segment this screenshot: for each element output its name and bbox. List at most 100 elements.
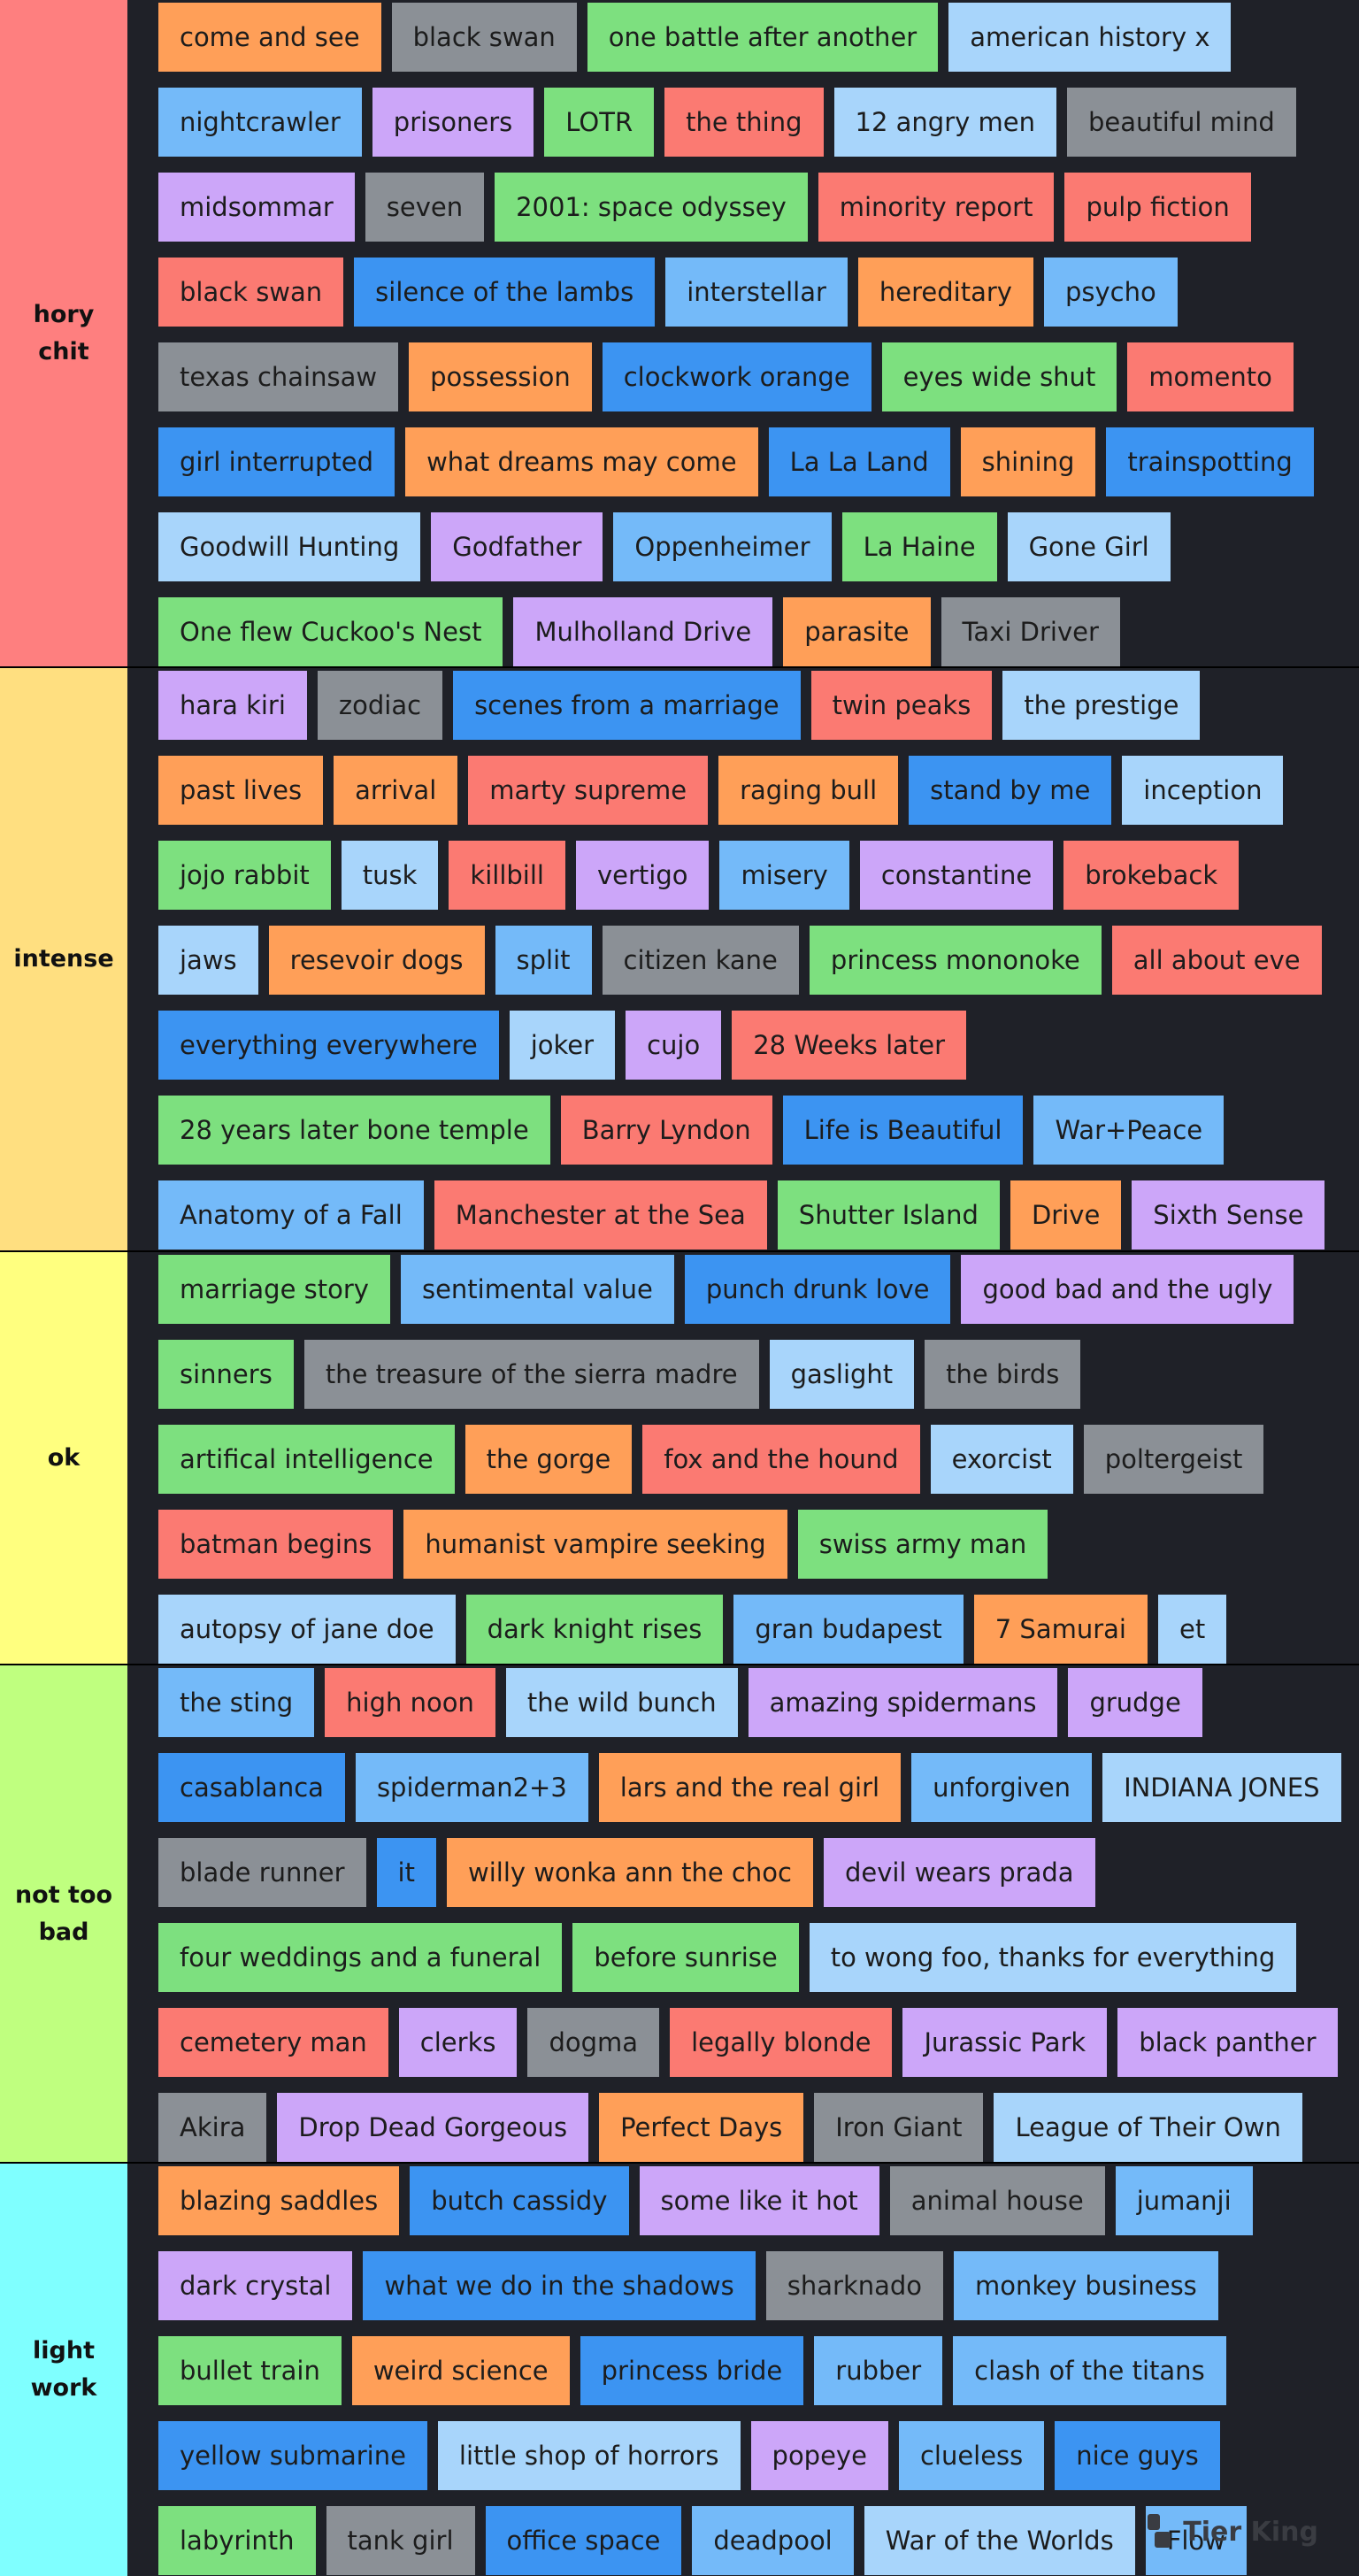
tier-item[interactable]: the treasure of the sierra madre: [303, 1340, 759, 1409]
tier-item[interactable]: shining: [960, 427, 1096, 496]
tier-item[interactable]: parasite: [783, 597, 931, 666]
tier-item[interactable]: Barry Lyndon: [560, 1096, 772, 1165]
tier-item[interactable]: hereditary: [857, 258, 1033, 327]
tier-item[interactable]: humanist vampire seeking: [403, 1510, 787, 1579]
tier-item[interactable]: swiss army man: [797, 1510, 1048, 1579]
tier-item[interactable]: Godfather: [431, 512, 603, 581]
tier-item[interactable]: good bad and the ugly: [961, 1255, 1294, 1324]
tier-item[interactable]: hara kiri: [158, 671, 307, 740]
tier-label[interactable]: hory chit: [0, 0, 127, 666]
tier-item[interactable]: scenes from a marriage: [453, 671, 801, 740]
tier-item[interactable]: clockwork orange: [602, 342, 871, 411]
tier-item[interactable]: what we do in the shadows: [363, 2251, 756, 2320]
tier-item[interactable]: american history x: [948, 3, 1232, 72]
tier-item[interactable]: sinners: [158, 1340, 294, 1409]
tier-item[interactable]: princess mononoke: [809, 926, 1102, 995]
tier-item[interactable]: marty supreme: [468, 756, 709, 825]
tier-item[interactable]: Iron Giant: [814, 2093, 984, 2162]
tier-item[interactable]: jumanji: [1115, 2166, 1253, 2235]
tier-item[interactable]: 12 angry men: [833, 88, 1056, 157]
tier-item[interactable]: fox and the hound: [642, 1425, 920, 1494]
tier-item[interactable]: twin peaks: [810, 671, 993, 740]
tier-item[interactable]: the wild bunch: [505, 1668, 738, 1737]
tier-item[interactable]: before sunrise: [572, 1923, 799, 1992]
tier-item[interactable]: come and see: [158, 3, 381, 72]
tier-item[interactable]: weird science: [351, 2336, 570, 2405]
tier-item[interactable]: zodiac: [317, 671, 443, 740]
tier-items-dropzone[interactable]: hara kiri zodiac scenes from a marriage twi…: [127, 668, 1359, 1250]
tier-item[interactable]: black panther: [1117, 2008, 1338, 2077]
tier-item[interactable]: Anatomy of a Fall: [158, 1180, 424, 1250]
tier-item[interactable]: Shutter Island: [777, 1180, 1000, 1250]
tier-item[interactable]: high noon: [325, 1668, 495, 1737]
tier-item[interactable]: animal house: [889, 2166, 1105, 2235]
tier-item[interactable]: Oppenheimer: [613, 512, 832, 581]
tier-item[interactable]: War+Peace: [1033, 1096, 1225, 1165]
tier-item[interactable]: clerks: [398, 2008, 518, 2077]
tier-item[interactable]: La Haine: [841, 512, 997, 581]
tier-item[interactable]: One flew Cuckoo's Nest: [158, 597, 503, 666]
tier-label[interactable]: ok: [0, 1252, 127, 1664]
tier-item[interactable]: trainspotting: [1106, 427, 1314, 496]
tier-label[interactable]: light work: [0, 2164, 127, 2576]
tier-item[interactable]: LOTR: [544, 88, 655, 157]
tier-item[interactable]: dark knight rises: [465, 1595, 724, 1664]
tier-item[interactable]: nice guys: [1055, 2421, 1220, 2490]
tier-item[interactable]: brokeback: [1063, 841, 1240, 910]
tier-item[interactable]: INDIANA JONES: [1102, 1753, 1341, 1822]
tier-item[interactable]: Taxi Driver: [941, 597, 1120, 666]
tier-item[interactable]: legally blonde: [670, 2008, 893, 2077]
tier-items-dropzone[interactable]: the sting high noon the wild bunch amazing …: [127, 1665, 1359, 2247]
tier-item[interactable]: psycho: [1043, 258, 1178, 327]
tier-item[interactable]: Sixth Sense: [1132, 1180, 1325, 1250]
tier-item[interactable]: Life is Beautiful: [782, 1096, 1024, 1165]
tier-item[interactable]: midsommar: [158, 173, 355, 242]
tier-item[interactable]: split: [495, 926, 592, 995]
tier-item[interactable]: tusk: [341, 841, 439, 910]
tier-item[interactable]: grudge: [1068, 1668, 1202, 1737]
tier-item[interactable]: dogma: [527, 2008, 660, 2077]
tier-item[interactable]: vertigo: [575, 841, 710, 910]
tier-item[interactable]: monkey business: [954, 2251, 1218, 2320]
tier-item[interactable]: artifical intelligence: [158, 1425, 455, 1494]
tier-item[interactable]: black swan: [158, 258, 344, 327]
tier-item[interactable]: autopsy of jane doe: [158, 1595, 456, 1664]
tier-item[interactable]: jojo rabbit: [158, 841, 331, 910]
tier-item[interactable]: arrival: [334, 756, 458, 825]
tier-item[interactable]: willy wonka ann the choc: [446, 1838, 813, 1907]
tier-item[interactable]: 28 years later bone temple: [158, 1096, 550, 1165]
tier-item[interactable]: League of Their Own: [994, 2093, 1302, 2162]
tier-label[interactable]: not too bad: [0, 1665, 127, 2162]
tier-item[interactable]: popeye: [750, 2421, 888, 2490]
tier-item[interactable]: deadpool: [692, 2506, 854, 2575]
tier-item[interactable]: rubber: [814, 2336, 943, 2405]
tier-item[interactable]: all about eve: [1111, 926, 1322, 995]
tier-item[interactable]: the birds: [925, 1340, 1081, 1409]
tier-item[interactable]: punch drunk love: [684, 1255, 951, 1324]
tier-item[interactable]: black swan: [391, 3, 577, 72]
tier-item[interactable]: office space: [485, 2506, 682, 2575]
tier-item[interactable]: Perfect Days: [599, 2093, 804, 2162]
tier-item[interactable]: beautiful mind: [1066, 88, 1296, 157]
tier-item[interactable]: raging bull: [718, 756, 899, 825]
tier-item[interactable]: Goodwill Hunting: [158, 512, 421, 581]
tier-item[interactable]: one battle after another: [587, 3, 939, 72]
tier-item[interactable]: War of the Worlds: [864, 2506, 1135, 2575]
tier-item[interactable]: prisoners: [372, 88, 534, 157]
tier-items-dropzone[interactable]: blazing saddles butch cassidy some like it…: [127, 2164, 1359, 2576]
tier-item[interactable]: joker: [509, 1011, 616, 1080]
tier-item[interactable]: yellow submarine: [158, 2421, 427, 2490]
tier-item[interactable]: butch cassidy: [410, 2166, 629, 2235]
tier-item[interactable]: minority report: [818, 173, 1055, 242]
tier-item[interactable]: batman begins: [158, 1510, 394, 1579]
tier-item[interactable]: Drive: [1010, 1180, 1122, 1250]
tier-item[interactable]: four weddings and a funeral: [158, 1923, 563, 1992]
tier-item[interactable]: Mulholland Drive: [513, 597, 773, 666]
tier-item[interactable]: 2001: space odyssey: [495, 173, 808, 242]
tier-item[interactable]: La La Land: [768, 427, 950, 496]
tier-item[interactable]: constantine: [859, 841, 1054, 910]
tier-item[interactable]: Drop Dead Gorgeous: [277, 2093, 589, 2162]
tier-item[interactable]: the thing: [664, 88, 824, 157]
tier-item[interactable]: Akira: [158, 2093, 267, 2162]
tier-item[interactable]: momento: [1127, 342, 1294, 411]
